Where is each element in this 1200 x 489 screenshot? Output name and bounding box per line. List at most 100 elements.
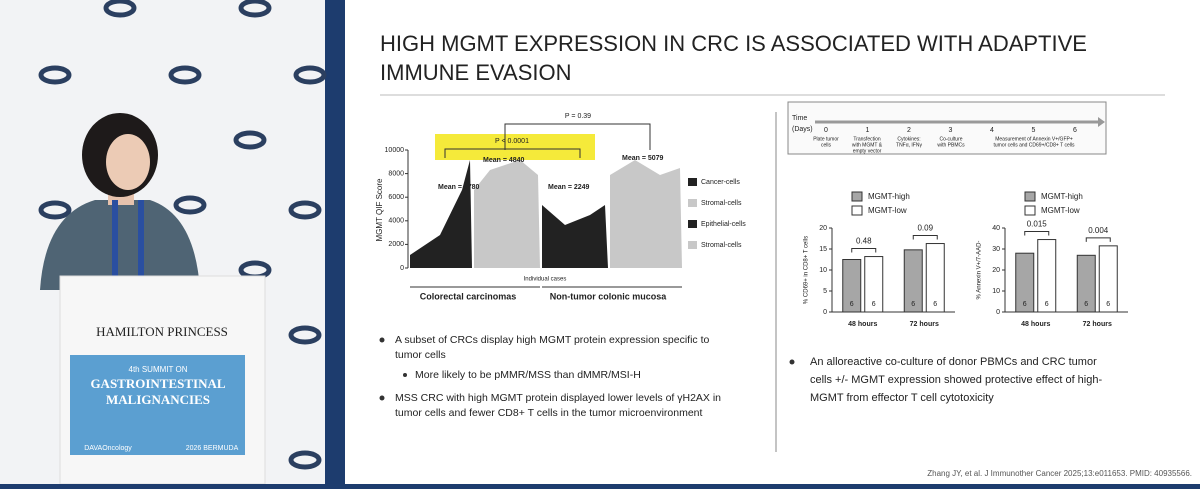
day-label: 5 — [1032, 127, 1036, 134]
timeline-box — [787, 101, 1107, 155]
epithelial-cell-bars — [542, 205, 608, 268]
day-label: 1 — [866, 127, 870, 134]
podium-banner — [70, 355, 245, 455]
bracket — [912, 235, 938, 240]
cancer-cell-bars — [410, 160, 472, 268]
speaker — [40, 113, 200, 290]
step-label: Measurement of Annexin V+/GFP+ — [995, 136, 1073, 142]
bullet-text: A subset of CRCs display high MGMT prote… — [395, 334, 710, 346]
bar — [842, 259, 862, 313]
n-label: 6 — [933, 301, 937, 308]
banner-text: MALIGNANCIES — [106, 392, 210, 407]
legend-swatch — [851, 205, 863, 216]
n-label: 6 — [911, 301, 915, 308]
legend-label: Epithelial-cells — [701, 221, 746, 228]
slide-title: HIGH MGMT EXPRESSION IN CRC IS ASSOCIATE… — [380, 31, 1087, 56]
x-axis-label: Individual cases — [524, 277, 567, 283]
y-tick-label: 10000 — [385, 147, 405, 154]
day-label: 6 — [1073, 127, 1077, 134]
bullet — [403, 373, 407, 377]
legend-swatch — [1024, 191, 1036, 202]
banner-text: 4th SUMMIT ON — [129, 365, 188, 374]
bar — [925, 243, 945, 313]
x-tick-label: 48 hours — [848, 321, 877, 328]
step-label: Co-culture — [939, 136, 962, 142]
p-value: 0.015 — [1027, 220, 1048, 229]
stromal-cell-bars — [474, 160, 540, 268]
bullet-text: MSS CRC with high MGMT protein displayed… — [395, 392, 721, 404]
bracket — [504, 123, 651, 150]
p-value: P < 0.0001 — [495, 138, 529, 145]
bullet-text: tumor cells — [395, 349, 446, 361]
step-label: cells — [821, 142, 832, 148]
bar — [864, 256, 884, 313]
mean-label: Mean = 2249 — [548, 184, 590, 191]
bullet-text: More likely to be pMMR/MSS than dMMR/MSI… — [415, 369, 641, 381]
legend-swatch — [688, 199, 697, 207]
step-label: with PBMCs — [937, 142, 965, 148]
legend-label: Cancer-cells — [701, 179, 740, 186]
p-value: 0.09 — [917, 224, 933, 233]
n-label: 6 — [1106, 301, 1110, 308]
bar — [1015, 252, 1035, 313]
timeline-label: Time — [792, 115, 807, 122]
bracket — [444, 148, 581, 158]
y-tick-label: 20 — [992, 267, 1000, 274]
legend-swatch — [688, 178, 697, 186]
bar — [903, 249, 923, 313]
step-label: Cytokines: — [897, 136, 920, 142]
n-label: 6 — [1084, 301, 1088, 308]
legend-label: Stromal-cells — [701, 242, 742, 249]
y-tick-label: 6000 — [388, 194, 404, 201]
mean-label: Mean = 3780 — [438, 184, 480, 191]
y-tick-label: 0 — [996, 309, 1000, 316]
x-tick-label: 72 hours — [910, 321, 939, 328]
legend-swatch — [851, 191, 863, 202]
p-value: P = 0.39 — [565, 113, 591, 120]
event: 2026 BERMUDA — [186, 445, 239, 452]
step-label: TNFα, IFNγ — [896, 142, 922, 148]
y-tick-label: 5 — [823, 288, 827, 295]
bullet-text: MGMT from effector T cell cytotoxicity — [810, 392, 994, 404]
legend-label: MGMT-low — [868, 206, 907, 215]
legend-label: Stromal-cells — [701, 200, 742, 207]
step-label: Plate tumor — [813, 136, 839, 142]
p-value: 0.48 — [856, 237, 872, 246]
bracket — [1024, 231, 1050, 236]
legend-label: MGMT-high — [1041, 192, 1083, 201]
timeline-label: (Days) — [792, 126, 813, 133]
y-tick-label: 20 — [819, 225, 827, 232]
mean-label: Mean = 5079 — [622, 155, 664, 162]
bullet — [379, 337, 385, 343]
day-label: 4 — [990, 127, 994, 134]
legend-swatch — [1024, 205, 1036, 216]
bar — [1098, 245, 1118, 313]
group-label: Non-tumor colonic mucosa — [550, 291, 668, 301]
bar — [1076, 254, 1096, 313]
y-axis-label: % CD69+ in CD8+ T cells — [804, 236, 810, 304]
sponsor: DAVAOncology — [84, 445, 132, 452]
mean-label: Mean = 4840 — [483, 157, 525, 164]
legend-swatch — [688, 220, 697, 228]
bullet — [379, 395, 385, 401]
y-tick-label: 8000 — [388, 170, 404, 177]
y-tick-label: 2000 — [388, 241, 404, 248]
y-tick-label: 0 — [400, 265, 404, 272]
bullet-text: tumor cells and fewer CD8+ T cells in th… — [395, 407, 703, 419]
step-label: empty vector — [853, 148, 882, 154]
y-tick-label: 10 — [992, 288, 1000, 295]
bullet — [789, 359, 795, 365]
bar — [1037, 239, 1057, 313]
podium-brand: HAMILTON PRINCESS — [96, 324, 228, 339]
p-value: 0.004 — [1088, 226, 1109, 235]
bullet-text: cells +/- MGMT expression showed protect… — [810, 374, 1102, 386]
step-label: tumor cells and CD69+/CD8+ T cells — [994, 142, 1075, 148]
y-tick-label: 0 — [823, 309, 827, 316]
bullet-text: An alloreactive co-culture of donor PBMC… — [810, 356, 1097, 368]
citation: Zhang JY, et al. J Immunother Cancer 202… — [927, 469, 1192, 478]
x-tick-label: 72 hours — [1083, 321, 1112, 328]
n-label: 6 — [1023, 301, 1027, 308]
y-tick-label: 4000 — [388, 218, 404, 225]
bracket — [851, 248, 877, 253]
n-label: 6 — [872, 301, 876, 308]
